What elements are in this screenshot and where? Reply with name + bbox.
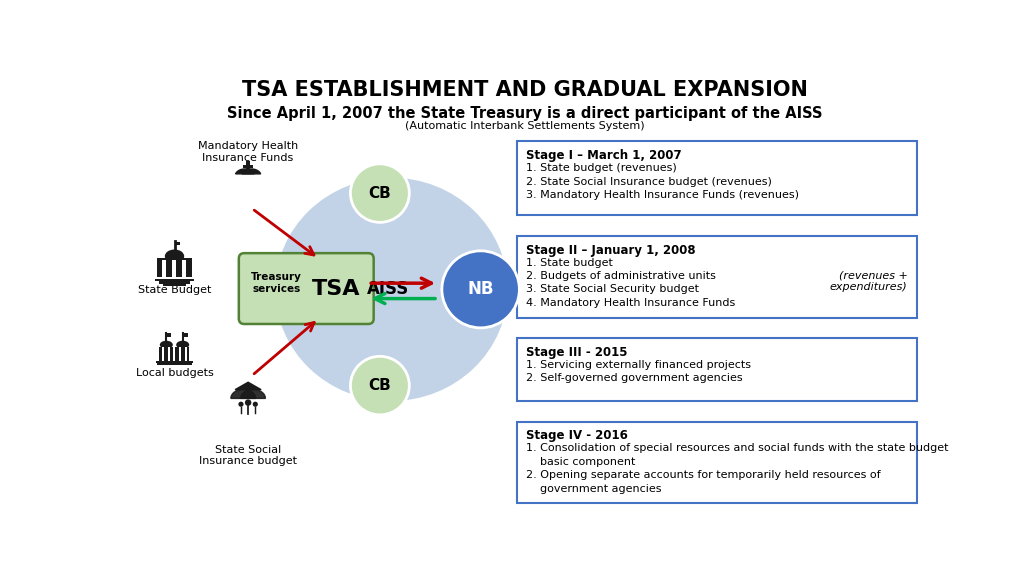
Text: (Automatic Interbank Settlements System): (Automatic Interbank Settlements System) xyxy=(404,122,645,131)
Bar xyxy=(166,334,171,336)
Text: 1. State budget: 1. State budget xyxy=(526,257,613,267)
Bar xyxy=(163,283,186,286)
Bar xyxy=(517,236,916,317)
Bar xyxy=(157,363,193,366)
Text: Stage I – March 1, 2007: Stage I – March 1, 2007 xyxy=(526,149,682,162)
Circle shape xyxy=(350,357,410,415)
FancyBboxPatch shape xyxy=(243,165,253,168)
Bar xyxy=(155,279,194,281)
Polygon shape xyxy=(241,389,265,399)
Text: 3. State Social Security budget: 3. State Social Security budget xyxy=(526,285,699,294)
Text: TSA ESTABLISHMENT AND GRADUAL EXPANSION: TSA ESTABLISHMENT AND GRADUAL EXPANSION xyxy=(242,80,808,100)
Bar xyxy=(172,260,176,278)
Text: 2. Budgets of administrative units: 2. Budgets of administrative units xyxy=(526,271,716,281)
Text: Since April 1, 2007 the State Treasury is a direct participant of the AISS: Since April 1, 2007 the State Treasury i… xyxy=(227,106,822,121)
Polygon shape xyxy=(236,382,261,390)
Ellipse shape xyxy=(165,249,184,263)
Text: government agencies: government agencies xyxy=(526,484,662,494)
Bar xyxy=(182,334,187,336)
Ellipse shape xyxy=(160,341,173,349)
Circle shape xyxy=(245,399,251,406)
Text: 1. Consolidation of special resources and social funds with the state budget: 1. Consolidation of special resources an… xyxy=(526,444,949,453)
Bar xyxy=(157,258,191,278)
Polygon shape xyxy=(242,169,261,174)
Bar xyxy=(163,260,166,278)
Text: NB: NB xyxy=(467,281,494,298)
Bar xyxy=(175,347,189,361)
Text: 2. Self-governed government agencies: 2. Self-governed government agencies xyxy=(526,373,743,383)
Text: State Budget: State Budget xyxy=(138,286,211,295)
Text: CB: CB xyxy=(369,378,391,393)
Ellipse shape xyxy=(176,341,189,349)
Text: AISS: AISS xyxy=(367,281,409,298)
Text: Stage IV - 2016: Stage IV - 2016 xyxy=(526,430,629,442)
Text: Mandatory Health
Insurance Funds: Mandatory Health Insurance Funds xyxy=(198,142,298,163)
Text: Stage III - 2015: Stage III - 2015 xyxy=(526,346,628,359)
Text: basic component: basic component xyxy=(526,457,636,467)
FancyBboxPatch shape xyxy=(247,161,250,172)
Ellipse shape xyxy=(275,177,508,401)
Circle shape xyxy=(253,401,258,407)
Bar xyxy=(159,281,190,283)
Bar xyxy=(182,260,185,278)
Bar xyxy=(517,142,916,215)
Bar xyxy=(517,422,916,503)
Bar xyxy=(168,347,170,361)
Text: State Social
Insurance budget: State Social Insurance budget xyxy=(199,445,297,467)
Bar xyxy=(174,241,180,245)
Text: 2. State Social Insurance budget (revenues): 2. State Social Insurance budget (revenu… xyxy=(526,176,772,187)
Circle shape xyxy=(350,164,410,222)
Text: 3. Mandatory Health Insurance Funds (revenues): 3. Mandatory Health Insurance Funds (rev… xyxy=(526,190,800,200)
Text: (revenues +
expenditures): (revenues + expenditures) xyxy=(829,271,907,292)
Bar xyxy=(156,361,194,363)
Text: Treasury
services: Treasury services xyxy=(251,272,302,294)
Text: CB: CB xyxy=(369,185,391,200)
FancyBboxPatch shape xyxy=(239,253,374,324)
Bar xyxy=(162,347,165,361)
Polygon shape xyxy=(230,389,256,399)
Circle shape xyxy=(239,401,244,407)
Text: 2. Opening separate accounts for temporarily held resources of: 2. Opening separate accounts for tempora… xyxy=(526,470,881,480)
Bar xyxy=(178,347,181,361)
Text: Stage II – January 1, 2008: Stage II – January 1, 2008 xyxy=(526,244,696,257)
Bar xyxy=(159,347,173,361)
Bar xyxy=(184,347,186,361)
Polygon shape xyxy=(236,169,254,174)
Text: 1. State budget (revenues): 1. State budget (revenues) xyxy=(526,163,677,173)
Circle shape xyxy=(442,251,519,328)
Bar xyxy=(239,389,257,390)
Text: TSA: TSA xyxy=(311,279,360,298)
Text: 1. Servicing externally financed projects: 1. Servicing externally financed project… xyxy=(526,359,752,370)
Text: 4. Mandatory Health Insurance Funds: 4. Mandatory Health Insurance Funds xyxy=(526,298,735,308)
Text: Local budgets: Local budgets xyxy=(135,368,213,378)
Bar xyxy=(517,338,916,401)
